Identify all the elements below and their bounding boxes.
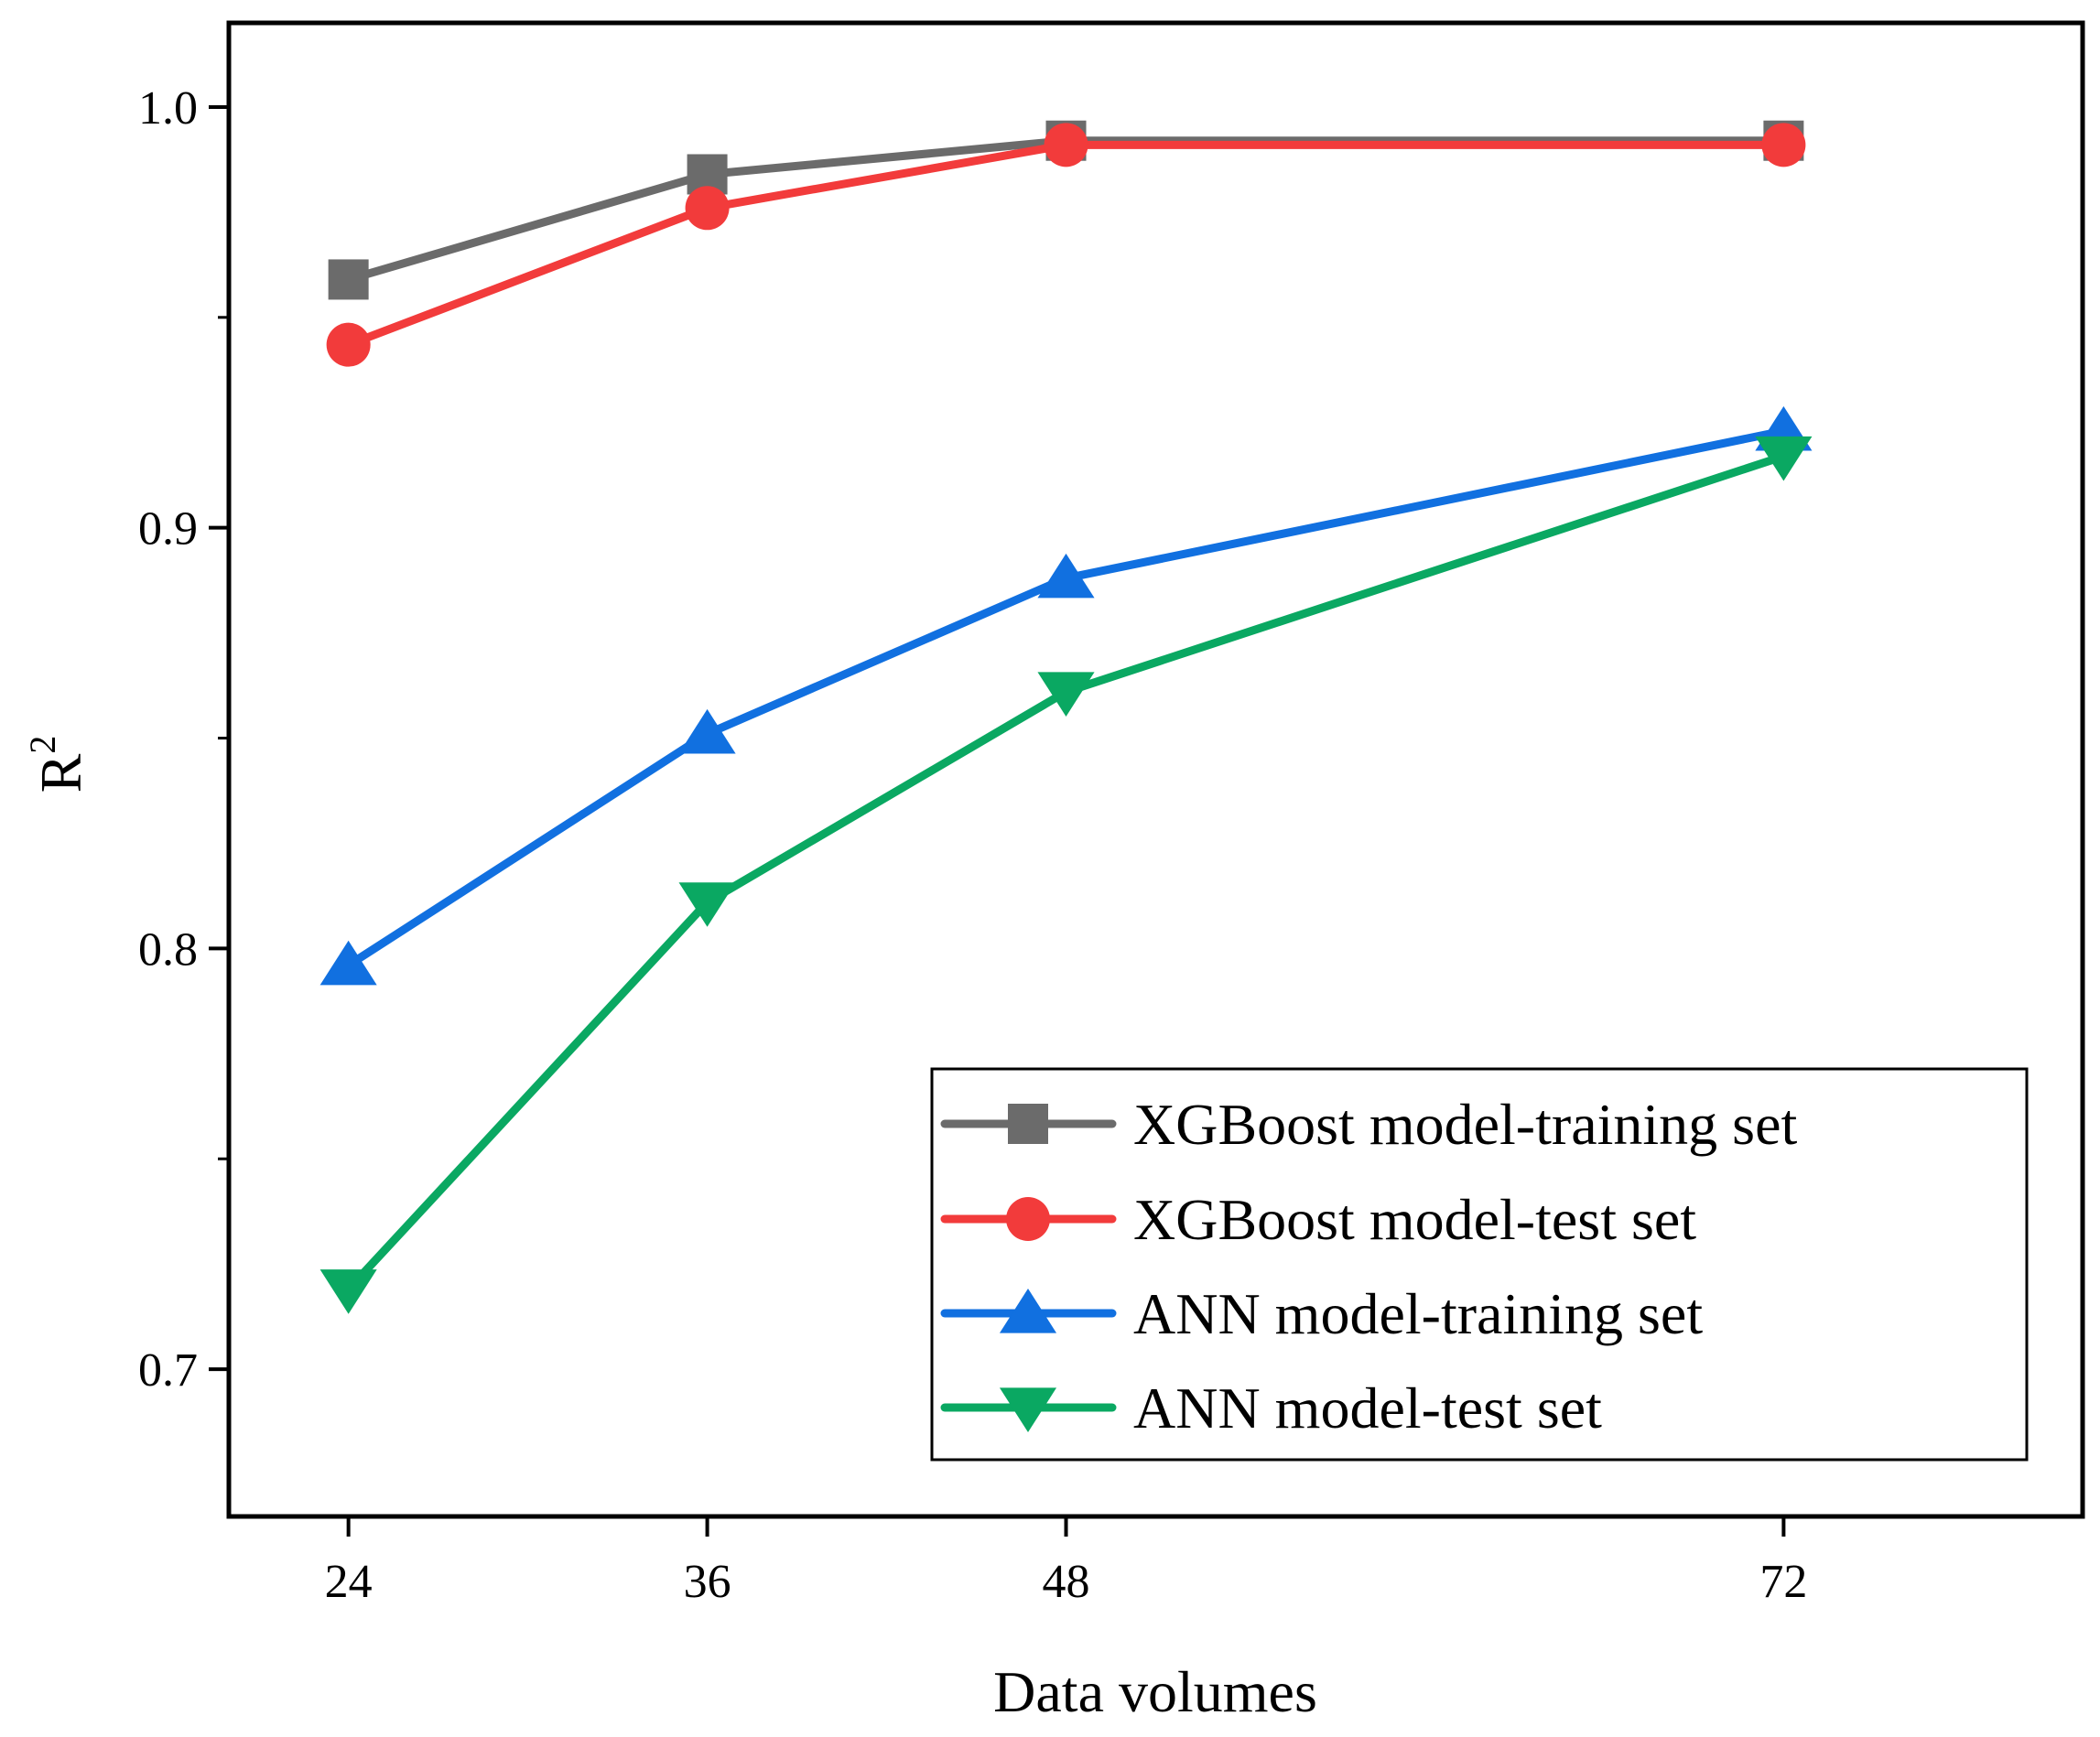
series-2-point-36 bbox=[678, 708, 736, 754]
series-1-point-36 bbox=[685, 186, 730, 231]
series-1-point-48 bbox=[1044, 123, 1088, 167]
series-3-point-72 bbox=[1755, 436, 1813, 481]
legend-box bbox=[930, 1067, 2029, 1462]
legend-label-2: ANN model-training set bbox=[1133, 1281, 1703, 1346]
axes-layer: 24 36 48 72 0.7 0.8 0.9 1.0 bbox=[138, 82, 1807, 1608]
series-2-point-48 bbox=[1037, 553, 1095, 599]
legend-entry-2: ANN model-training set bbox=[940, 1281, 1703, 1346]
y-tick-label-0.9: 0.9 bbox=[138, 503, 198, 556]
legend: XGBoost model-training set XGBoost model-… bbox=[930, 1067, 2029, 1462]
series-1-point-24 bbox=[326, 322, 371, 367]
x-tick-label-72: 72 bbox=[1759, 1556, 1807, 1608]
y-axis-title-superscript: 2 bbox=[22, 736, 63, 754]
series-line-0 bbox=[344, 136, 1788, 284]
x-tick-label-48: 48 bbox=[1043, 1556, 1090, 1608]
legend-marker-2 bbox=[999, 1289, 1057, 1333]
series-line-3 bbox=[344, 452, 1788, 1294]
series-0-point-24 bbox=[328, 259, 369, 300]
legend-entries: XGBoost model-training set XGBoost model-… bbox=[940, 1092, 1797, 1440]
x-axis-title: Data volumes bbox=[993, 1659, 1317, 1724]
series-line-2 bbox=[344, 426, 1788, 970]
series-1 bbox=[326, 123, 1806, 367]
legend-entry-3: ANN model-test set bbox=[940, 1376, 1602, 1440]
x-tick-label-36: 36 bbox=[684, 1556, 731, 1608]
y-tick-label-0.7: 0.7 bbox=[138, 1344, 198, 1397]
legend-marker-0 bbox=[1008, 1104, 1048, 1144]
y-tick-label-1.0: 1.0 bbox=[138, 82, 198, 135]
series-3-point-24 bbox=[319, 1269, 377, 1314]
series-1-point-72 bbox=[1761, 123, 1806, 167]
legend-label-0: XGBoost model-training set bbox=[1133, 1092, 1797, 1157]
series-3 bbox=[319, 436, 1813, 1314]
series-line-1 bbox=[344, 140, 1788, 350]
series-layer bbox=[319, 120, 1813, 1314]
legend-marker-1 bbox=[1006, 1197, 1050, 1241]
series-3-point-48 bbox=[1037, 672, 1095, 717]
y-tick-label-0.8: 0.8 bbox=[138, 923, 198, 976]
series-3-point-36 bbox=[678, 882, 736, 927]
legend-entry-0: XGBoost model-training set bbox=[940, 1092, 1797, 1157]
y-axis-title-base: R bbox=[28, 753, 93, 793]
legend-marker-3 bbox=[999, 1387, 1057, 1432]
legend-label-3: ANN model-test set bbox=[1133, 1376, 1602, 1440]
legend-label-1: XGBoost model-test set bbox=[1133, 1187, 1696, 1252]
svg-text:R2: R2 bbox=[22, 736, 93, 793]
y-axis-title: R2 bbox=[22, 736, 93, 793]
legend-entry-1: XGBoost model-test set bbox=[940, 1187, 1696, 1252]
series-2 bbox=[319, 405, 1813, 986]
series-2-point-24 bbox=[319, 940, 377, 986]
plot-frame bbox=[226, 20, 2085, 1519]
x-tick-label-24: 24 bbox=[325, 1556, 373, 1608]
